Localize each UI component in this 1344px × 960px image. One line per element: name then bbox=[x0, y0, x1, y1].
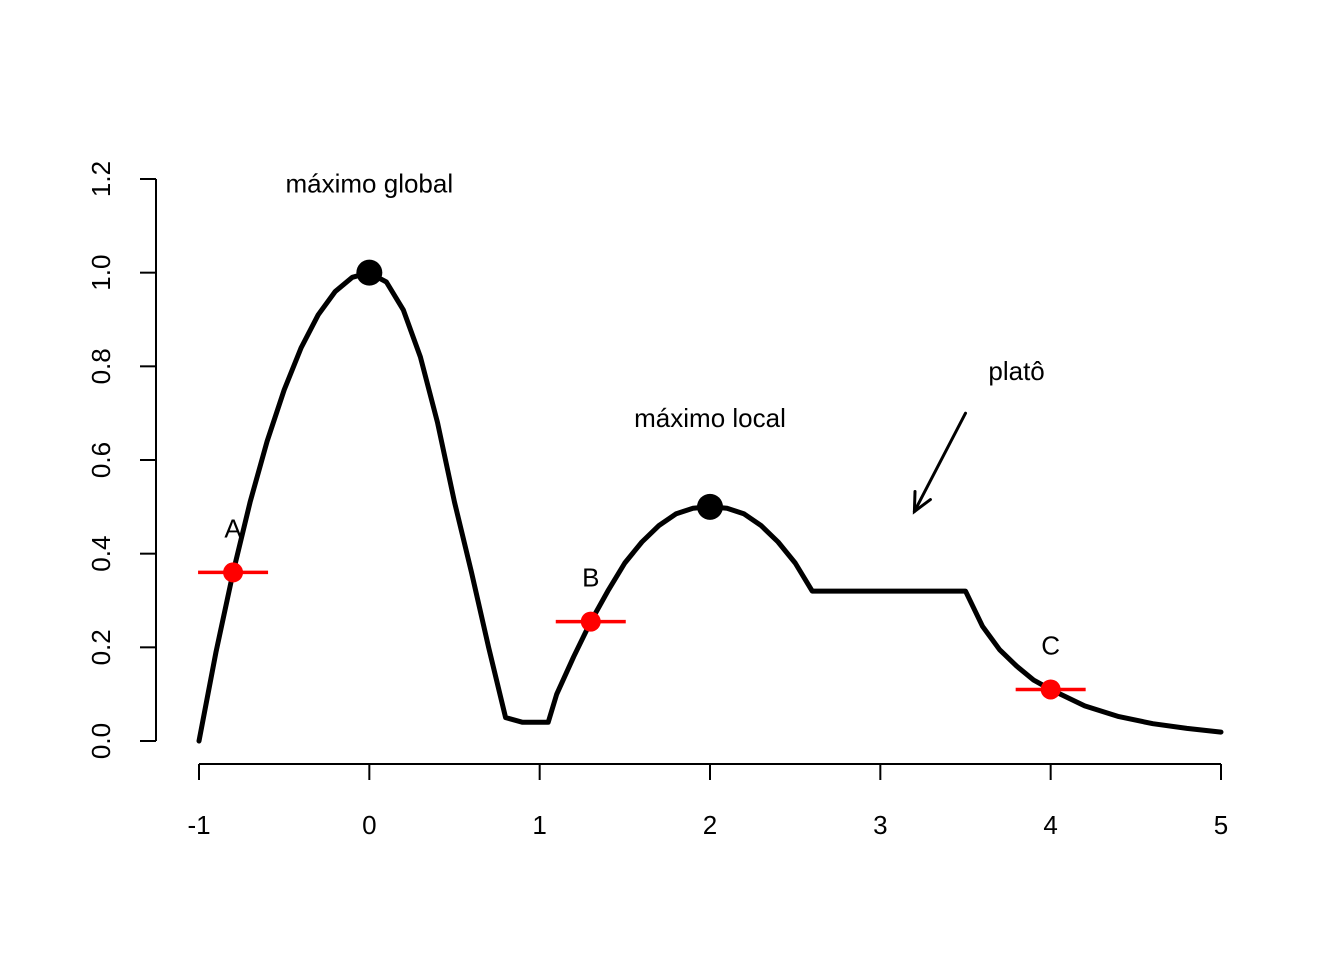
point-label: C bbox=[1041, 630, 1060, 660]
y-tick-label: 0.0 bbox=[86, 723, 116, 759]
marked-point bbox=[580, 611, 601, 632]
chart-marks bbox=[196, 259, 1224, 744]
function-curve bbox=[196, 270, 1224, 744]
maximum-point bbox=[356, 259, 383, 286]
annotation-text: máximo global bbox=[286, 169, 454, 199]
marked-point bbox=[223, 562, 244, 583]
y-tick-label: 0.6 bbox=[86, 442, 116, 478]
y-tick-label: 1.2 bbox=[86, 161, 116, 197]
y-tick-label: 1.0 bbox=[86, 255, 116, 291]
x-tick-label: 1 bbox=[532, 810, 546, 840]
annotation-text: platô bbox=[988, 356, 1044, 386]
arrow-head bbox=[912, 490, 932, 515]
maximum-point bbox=[697, 493, 723, 520]
y-tick-label: 0.4 bbox=[86, 536, 116, 572]
annotation-text: máximo local bbox=[634, 403, 786, 433]
point-label: B bbox=[582, 563, 599, 593]
x-tick-label: -1 bbox=[187, 810, 210, 840]
x-tick-label: 2 bbox=[703, 810, 717, 840]
arrow-shaft bbox=[912, 411, 967, 514]
y-tick-label: 0.8 bbox=[86, 348, 116, 384]
x-tick-label: 5 bbox=[1214, 810, 1228, 840]
point-label: A bbox=[224, 513, 242, 543]
marked-point bbox=[1040, 679, 1061, 700]
x-tick-label: 3 bbox=[873, 810, 887, 840]
axes: -1 0 1 2 3 4 5 0.0 0.2 0.4 0.6 0.8 1.0 1.2 bbox=[86, 161, 1228, 840]
y-tick-label: 0.2 bbox=[86, 629, 116, 665]
x-tick-label: 4 bbox=[1043, 810, 1057, 840]
x-tick-label: 0 bbox=[362, 810, 376, 840]
